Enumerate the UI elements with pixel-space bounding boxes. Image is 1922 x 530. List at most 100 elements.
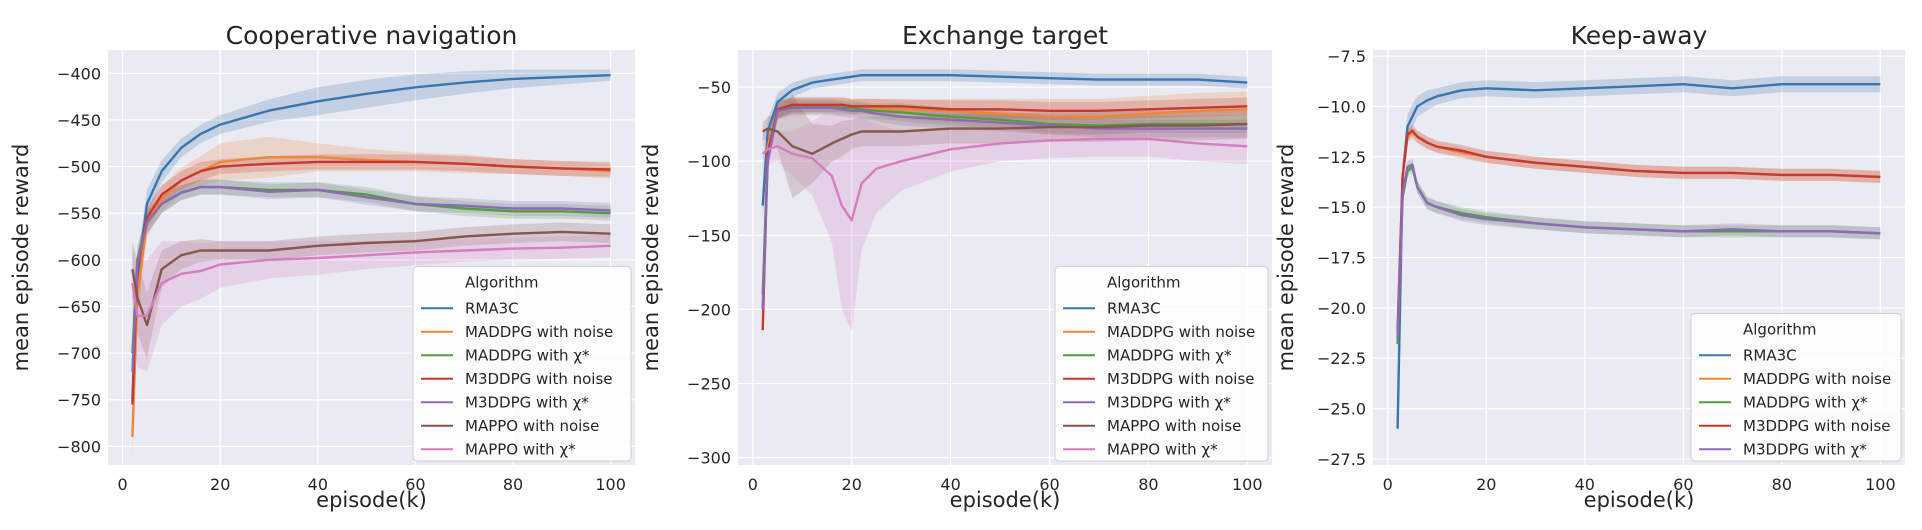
series-group <box>1396 76 1881 439</box>
series-line <box>1396 163 1881 339</box>
y-tick-label: −15.0 <box>1317 198 1366 217</box>
legend-entry: M3DDPG with noise <box>1743 417 1891 435</box>
x-tick-label: 40 <box>308 475 328 494</box>
y-axis-label: mean episode reward <box>1274 144 1298 372</box>
x-tick-label: 100 <box>595 475 626 494</box>
y-tick-label: −50 <box>697 78 731 97</box>
chart-title: Keep-away <box>1571 21 1708 50</box>
x-axis-label: episode(k) <box>316 488 427 512</box>
legend-title: Algorithm <box>1743 321 1816 339</box>
legend-entry: MADDPG with χ* <box>1107 346 1232 364</box>
x-tick-label: 40 <box>940 475 960 494</box>
x-axis-label: episode(k) <box>1584 488 1695 512</box>
series-line <box>1396 83 1881 429</box>
chart-panel-3: 0 20 40 60 80 100 −27.5 −25.0 −22.5 −20.0 −17.5 −15… <box>1274 21 1905 512</box>
y-tick-label: −750 <box>57 391 101 410</box>
legend-entry: M3DDPG with χ* <box>465 393 589 411</box>
confidence-band <box>132 179 611 372</box>
series-line <box>761 137 1248 222</box>
y-tick-label: −450 <box>57 111 101 130</box>
legend-box <box>412 266 632 462</box>
series-line <box>761 103 1248 331</box>
legend-entry: MADDPG with noise <box>465 323 613 341</box>
series-line <box>1396 165 1881 345</box>
y-tick-label: −25.0 <box>1317 400 1366 419</box>
legend-entry: MADDPG with noise <box>1743 370 1891 388</box>
legend-entry: MAPPO with χ* <box>465 440 576 458</box>
x-tick-label: 100 <box>1865 475 1896 494</box>
legend-entry: RMA3C <box>465 299 519 317</box>
y-tick-label: −100 <box>687 152 731 171</box>
legend-entry: M3DDPG with noise <box>1107 370 1255 388</box>
confidence-band <box>762 98 1248 310</box>
y-tick-label: −400 <box>57 64 101 83</box>
x-tick-label: 60 <box>1039 475 1059 494</box>
x-tick-label: 60 <box>405 475 425 494</box>
legend-entry: MADDPG with χ* <box>1743 393 1868 411</box>
legend-entry: MAPPO with χ* <box>1107 440 1218 458</box>
series-line <box>762 122 1248 155</box>
series-line <box>1396 129 1881 333</box>
legend-title: Algorithm <box>1107 274 1180 292</box>
y-tick-label: −22.5 <box>1317 349 1366 368</box>
x-tick-label: 40 <box>1575 475 1595 494</box>
legend-entry: MAPPO with noise <box>465 417 599 435</box>
confidence-band <box>132 234 611 372</box>
x-tick-label: 20 <box>1476 475 1496 494</box>
y-tick-label: −550 <box>57 204 101 223</box>
legend: Algorithm RMA3C MADDPG with noise MADDPG wi… <box>412 266 632 462</box>
legend-box <box>1690 313 1902 462</box>
chart-panel-2: 0 20 40 60 80 100 −300 −250 −200 −150 −100 −50 Excha… <box>639 21 1272 512</box>
y-tick-label: −7.5 <box>1327 47 1366 66</box>
legend-entry: MADDPG with noise <box>1107 323 1255 341</box>
legend: Algorithm RMA3C MADDPG with noise MADDPG wi… <box>1054 266 1269 462</box>
x-tick-label: 80 <box>503 475 523 494</box>
series-line <box>131 74 611 400</box>
y-tick-label: −12.5 <box>1317 148 1366 167</box>
y-tick-label: −10.0 <box>1317 97 1366 116</box>
confidence-band <box>1397 126 1881 339</box>
y-tick-label: −150 <box>687 226 731 245</box>
y-tick-label: −200 <box>687 300 731 319</box>
y-tick-label: −500 <box>57 158 101 177</box>
x-tick-label: 20 <box>210 475 230 494</box>
legend: Algorithm RMA3C MADDPG with noise MADDPG wi… <box>1690 313 1902 462</box>
y-axis-label: mean episode reward <box>9 144 33 372</box>
y-tick-label: −650 <box>57 297 101 316</box>
confidence-band <box>762 94 1248 199</box>
legend-entry: M3DDPG with χ* <box>1743 440 1867 458</box>
series-line <box>761 74 1248 206</box>
confidence-band <box>762 101 1248 332</box>
x-tick-label: 0 <box>1383 475 1393 494</box>
x-tick-label: 0 <box>118 475 128 494</box>
confidence-band <box>1397 124 1881 343</box>
y-tick-label: −300 <box>687 449 731 468</box>
x-tick-label: 60 <box>1673 475 1693 494</box>
chart-title: Cooperative navigation <box>226 21 518 50</box>
x-tick-label: 100 <box>1232 475 1263 494</box>
y-tick-label: −250 <box>687 374 731 393</box>
y-tick-label: −17.5 <box>1317 249 1366 268</box>
x-tick-label: 20 <box>842 475 862 494</box>
x-tick-label: 80 <box>1772 475 1792 494</box>
series-line <box>131 244 611 317</box>
y-tick-label: −800 <box>57 437 101 456</box>
series-line <box>131 185 611 372</box>
x-axis-label: episode(k) <box>950 488 1061 512</box>
x-tick-label: 0 <box>748 475 758 494</box>
y-axis-label: mean episode reward <box>639 144 663 372</box>
legend-entry: RMA3C <box>1743 346 1797 364</box>
confidence-band <box>132 222 611 358</box>
x-tick-label: 80 <box>1138 475 1158 494</box>
legend-entry: M3DDPG with noise <box>465 370 613 388</box>
confidence-band <box>762 91 1248 325</box>
series-group <box>131 69 611 461</box>
y-tick-label: −27.5 <box>1317 450 1366 469</box>
chart-title: Exchange target <box>902 21 1108 50</box>
series-line <box>761 106 1248 310</box>
legend-entry: RMA3C <box>1107 299 1161 317</box>
legend-entry: MAPPO with noise <box>1107 417 1241 435</box>
series-group <box>761 69 1248 345</box>
y-tick-label: −700 <box>57 344 101 363</box>
